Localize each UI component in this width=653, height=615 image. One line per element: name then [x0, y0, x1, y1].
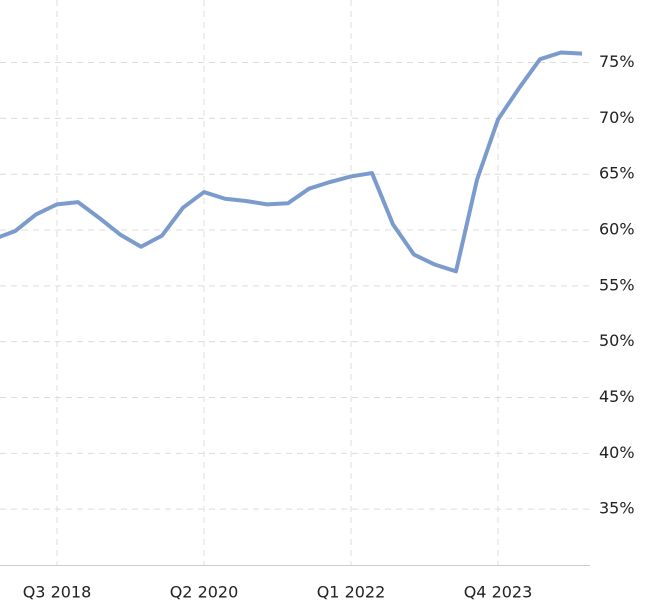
y-tick-label: 55% [599, 275, 635, 294]
y-tick-label: 35% [599, 499, 635, 518]
x-tick-label: Q1 2022 [317, 583, 386, 602]
plot-area [0, 50, 583, 274]
y-tick-label: 65% [599, 164, 635, 183]
y-tick-label: 40% [599, 443, 635, 462]
x-tick-label: Q3 2018 [23, 583, 92, 602]
y-tick-label: 50% [599, 331, 635, 350]
x-tick-label: Q4 2023 [464, 583, 533, 602]
y-tick-label: 45% [599, 387, 635, 406]
y-tick-label: 75% [599, 52, 635, 71]
y-tick-label: 60% [599, 220, 635, 239]
x-tick-label: Q2 2020 [170, 583, 239, 602]
y-tick-label: 70% [599, 108, 635, 127]
data-line [0, 50, 583, 274]
